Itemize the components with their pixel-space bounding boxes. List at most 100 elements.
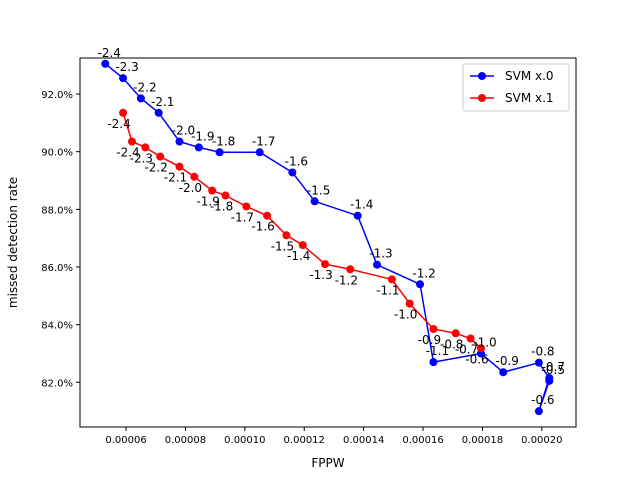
data-point: [101, 59, 110, 68]
x-tick-label: 0.00012: [284, 435, 325, 446]
point-label: -1.4: [350, 198, 373, 212]
y-tick-label: 82.0%: [41, 378, 73, 389]
point-label: -1.6: [285, 154, 308, 168]
point-label: -1.5: [307, 183, 330, 197]
legend: SVM x.0 SVM x.1: [462, 63, 570, 112]
data-point: [119, 74, 128, 83]
data-point: [451, 329, 460, 338]
point-label: -1.9: [191, 129, 214, 143]
point-label: -0.7: [455, 342, 478, 356]
data-point: [499, 368, 508, 377]
point-label: -0.8: [440, 337, 463, 351]
x-axis-label: FPPW: [311, 456, 344, 470]
x-tick-label: 0.00008: [165, 435, 206, 446]
point-label: -2.4: [107, 117, 130, 131]
point-label: -2.1: [164, 171, 187, 185]
point-label: -1.0: [473, 335, 496, 349]
data-point: [288, 168, 297, 177]
data-point: [154, 108, 163, 117]
data-point: [353, 211, 362, 220]
data-point: [175, 162, 184, 171]
point-label: -1.2: [335, 273, 358, 287]
point-label: -0.6: [465, 352, 488, 366]
series-line: [104, 63, 551, 412]
point-label: -2.4: [98, 46, 121, 60]
point-label: -2.1: [151, 95, 174, 109]
x-tick-label: 0.00010: [224, 435, 265, 446]
data-point: [127, 137, 136, 146]
x-tick-label: 0.00006: [105, 435, 146, 446]
data-point: [282, 231, 291, 240]
data-point: [373, 260, 382, 269]
y-tick-label: 86.0%: [41, 263, 73, 274]
data-point: [215, 148, 224, 157]
legend-marker: [478, 94, 486, 102]
y-tick-label: 84.0%: [41, 321, 73, 332]
data-point: [175, 137, 184, 146]
point-label: -1.3: [369, 247, 392, 261]
data-point: [405, 299, 414, 308]
data-point: [466, 334, 475, 343]
data-point: [255, 148, 264, 157]
data-point: [242, 202, 251, 211]
point-label: -1.8: [212, 134, 235, 148]
point-label: -0.9: [496, 354, 519, 368]
point-label: -1.4: [287, 249, 310, 263]
point-label: -2.0: [172, 124, 195, 138]
data-point: [534, 358, 543, 367]
legend-marker: [478, 72, 486, 80]
point-label: -1.8: [210, 200, 233, 214]
point-label: -1.7: [252, 134, 275, 148]
y-tick-label: 90.0%: [41, 148, 73, 159]
point-label: -2.3: [115, 60, 138, 74]
legend-entry-label: SVM x.1: [505, 91, 554, 105]
point-label: -0.8: [531, 345, 554, 359]
data-point: [221, 191, 230, 200]
point-label: -1.2: [412, 266, 435, 280]
point-label: -0.9: [418, 333, 441, 347]
y-tick-label: 92.0%: [41, 90, 73, 101]
data-point: [208, 186, 217, 195]
legend-entry-label: SVM x.0: [505, 69, 554, 83]
point-label: -2.0: [179, 181, 202, 195]
point-label: -1.6: [251, 220, 274, 234]
x-tick-label: 0.00014: [343, 435, 384, 446]
data-point: [416, 280, 425, 289]
y-axis: 82.0% 84.0% 86.0% 88.0% 90.0% 92.0%: [41, 90, 80, 389]
y-axis-label: missed detection rate: [6, 177, 20, 308]
data-point: [346, 265, 355, 274]
point-label: -1.9: [196, 195, 219, 209]
x-tick-label: 0.00020: [521, 435, 562, 446]
data-point: [194, 143, 203, 152]
data-point: [298, 241, 307, 250]
point-label: -1.3: [309, 268, 332, 282]
x-axis: 0.00006 0.00008 0.00010 0.00012 0.00014 0.000…: [105, 427, 563, 446]
y-tick-label: 88.0%: [41, 205, 73, 216]
point-label: -1.7: [231, 210, 254, 224]
point-label: -1.0: [394, 308, 417, 322]
point-label: -2.2: [133, 80, 156, 94]
point-label: -0.7: [542, 360, 565, 374]
data-point: [534, 407, 543, 416]
data-point: [156, 152, 165, 161]
x-tick-label: 0.00016: [402, 435, 443, 446]
series-layer: [101, 59, 554, 416]
point-label-layer: -2.4-2.3-2.2-2.1-2.0-1.9-1.8 -1.7-1.6-1.5…: [98, 46, 565, 407]
data-point: [263, 211, 272, 220]
data-point: [310, 197, 319, 206]
data-point: [545, 376, 554, 385]
point-label: -0.5: [542, 363, 565, 377]
data-point: [476, 344, 485, 353]
data-point: [190, 172, 199, 181]
data-point: [387, 275, 396, 284]
point-label: -1.5: [271, 239, 294, 253]
data-point: [429, 358, 438, 367]
point-label: -2.4: [116, 146, 139, 160]
point-label: -2.3: [130, 151, 153, 165]
plot-frame: [79, 57, 577, 428]
data-point: [429, 324, 438, 333]
point-label: -1.1: [426, 344, 449, 358]
data-point: [119, 108, 128, 117]
data-point: [321, 260, 330, 269]
